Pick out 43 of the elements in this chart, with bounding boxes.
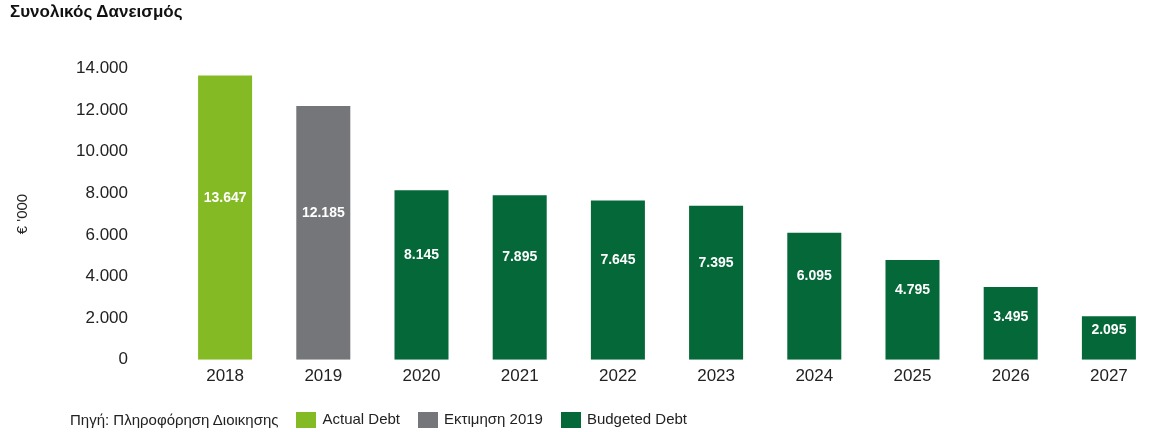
bar <box>394 190 449 360</box>
y-tick-label: 0 <box>118 349 128 369</box>
data-label: 7.645 <box>600 251 636 268</box>
x-tick-label: 2026 <box>991 365 1030 385</box>
bar <box>885 259 940 360</box>
data-label: 7.895 <box>502 248 538 265</box>
x-tick-label: 2022 <box>598 365 637 385</box>
y-tick-label: 10.000 <box>76 141 128 161</box>
data-label: 13.647 <box>203 188 247 205</box>
bar <box>492 195 547 360</box>
y-tick-label: 2.000 <box>85 307 128 327</box>
data-label: 4.795 <box>894 280 931 297</box>
y-tick-label: 14.000 <box>76 57 128 77</box>
bar <box>983 287 1038 360</box>
data-label: 8.145 <box>403 245 440 262</box>
data-label: 3.495 <box>993 307 1029 324</box>
data-label: 2.095 <box>1091 320 1127 337</box>
chart-title: Συνολικός Δανεισμός <box>10 2 183 22</box>
data-label: 7.395 <box>698 253 734 270</box>
y-tick-label: 12.000 <box>76 99 128 119</box>
x-tick-label: 2024 <box>795 365 834 385</box>
bar <box>296 106 351 360</box>
data-label: 6.095 <box>796 267 833 284</box>
x-tick-label: 2027 <box>1089 365 1128 385</box>
legend-label: Actual Debt <box>321 410 401 429</box>
text: Πηγή: Πληροφόρηση Διοικησης <box>70 410 279 428</box>
x-tick-label: 2019 <box>304 365 343 385</box>
x-tick-label: 2025 <box>893 365 932 385</box>
legend-label: Budgeted Debt <box>585 410 687 429</box>
y-tick-label: 8.000 <box>85 182 128 202</box>
bar <box>590 200 645 360</box>
bar <box>787 232 842 360</box>
bar <box>198 75 253 360</box>
legend-label: Εκτιμηση 2019 <box>443 410 543 429</box>
x-tick-label: 2021 <box>500 365 539 385</box>
y-axis-title: € '000 <box>13 193 31 235</box>
x-tick-label: 2020 <box>402 365 441 385</box>
y-tick-label: 6.000 <box>85 224 128 244</box>
bar <box>689 205 744 360</box>
x-tick-label: 2018 <box>206 365 245 385</box>
x-tick-label: 2023 <box>697 365 736 385</box>
data-label: 12.185 <box>301 203 345 220</box>
y-tick-label: 4.000 <box>85 266 128 286</box>
